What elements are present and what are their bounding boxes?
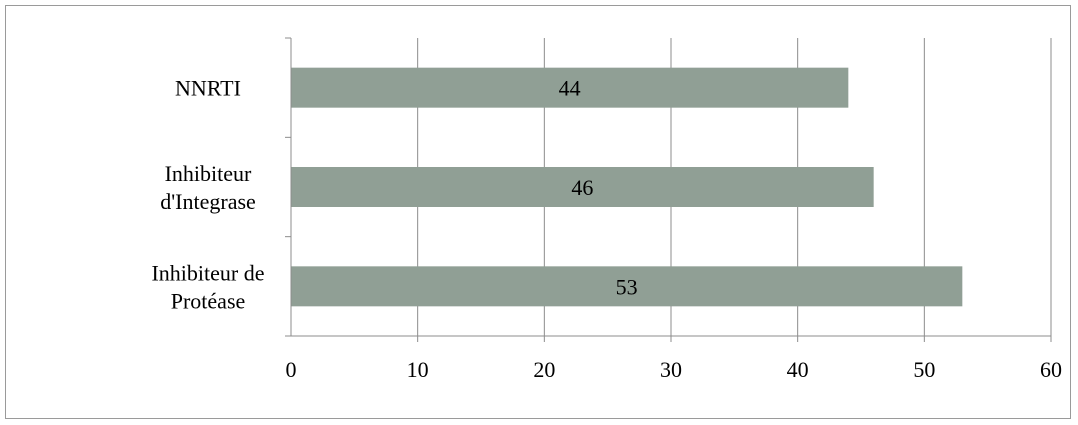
data-label-1: 46	[571, 175, 593, 200]
bar-0	[291, 266, 963, 307]
axes	[285, 37, 1051, 337]
x-tick-label-60: 60	[1040, 357, 1062, 382]
x-tick-label-0: 0	[286, 357, 297, 382]
data-label-0: 53	[616, 274, 638, 299]
data-label-2: 44	[559, 76, 581, 101]
bars	[291, 67, 963, 307]
category-label-1: Inhibiteur d'Integrase	[160, 161, 256, 214]
x-tick-label-30: 30	[660, 357, 682, 382]
x-tick-label-10: 10	[407, 357, 429, 382]
labels: 0 10 20 30 40 50 60 53 Inhibiteur de Protéase 46 In…	[151, 76, 1062, 382]
x-tick-label-40: 40	[787, 357, 809, 382]
bar-1	[291, 167, 874, 207]
x-tick-label-20: 20	[533, 357, 555, 382]
category-label-0: Inhibiteur de Protéase	[151, 260, 264, 313]
bar-2	[291, 67, 849, 108]
category-label-2: NNRTI	[175, 76, 241, 101]
x-tick-label-50: 50	[913, 357, 935, 382]
